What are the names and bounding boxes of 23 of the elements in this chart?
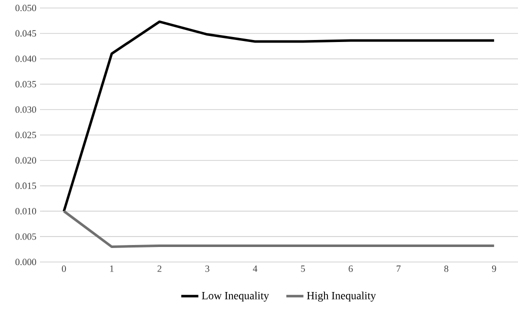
legend-label: Low Inequality [202,292,270,302]
y-tick-label: 0.000 [15,258,36,266]
legend-label: High Inequality [306,292,376,302]
y-tick-label: 0.045 [15,30,36,37]
y-tick-label: 0.015 [15,182,36,190]
x-tick-label: 0 [62,266,66,272]
y-tick-label: 0.010 [15,208,36,214]
x-tick-label: 8 [444,266,448,272]
x-tick-label: 1 [110,266,114,272]
x-tick-label: 9 [492,266,496,272]
x-tick-label: 2 [158,266,162,272]
y-tick-label: 0.025 [15,132,36,138]
x-tick-label: 5 [301,266,305,272]
y-tick-label: 0.005 [15,233,36,240]
y-tick-label: 0.020 [15,157,36,164]
y-tick-label: 0.035 [15,80,36,88]
x-tick-label: 6 [348,266,353,272]
x-tick-label: 7 [396,266,401,272]
y-tick-label: 0.050 [15,4,36,12]
x-tick-label: 4 [252,266,258,272]
x-tick-label: 3 [205,266,210,272]
y-tick-label: 0.040 [15,56,36,62]
y-tick-label: 0.030 [15,106,36,113]
